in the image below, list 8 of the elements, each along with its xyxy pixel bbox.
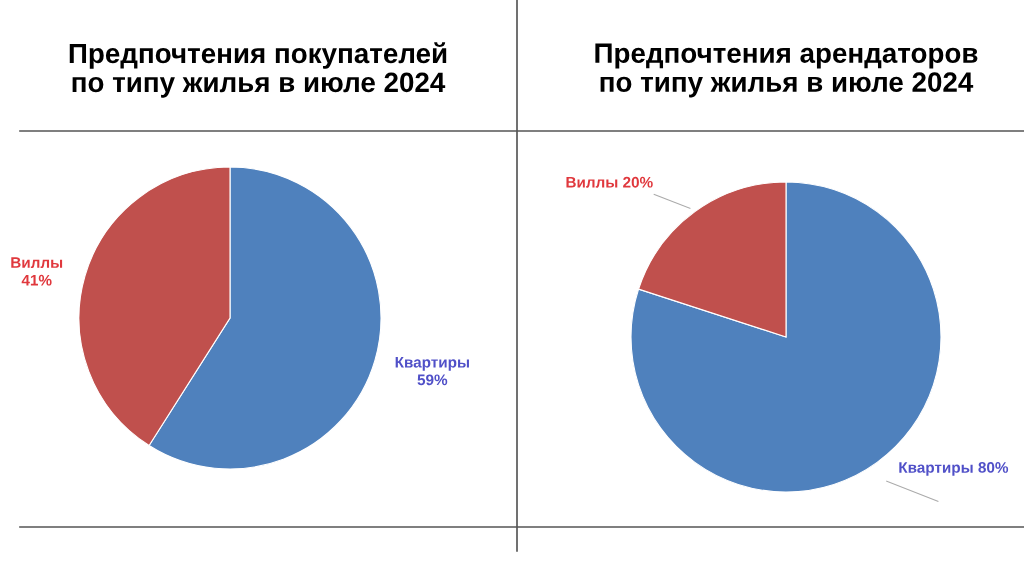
slice-label: Квартиры 80% xyxy=(899,462,1009,476)
chart-title: Предпочтения арендаторов по типу жилья в июле 2024 xyxy=(595,43,978,98)
slice-label: Виллы 20% xyxy=(566,176,653,188)
chart-title: Предпочтения покупателей по типу жилья в июле 2024 xyxy=(69,42,447,98)
data-label: 59% xyxy=(417,374,448,386)
data-label: 41% xyxy=(21,274,52,286)
slice-label: Виллы xyxy=(11,257,63,269)
slice-label: Квартиры xyxy=(395,357,469,371)
